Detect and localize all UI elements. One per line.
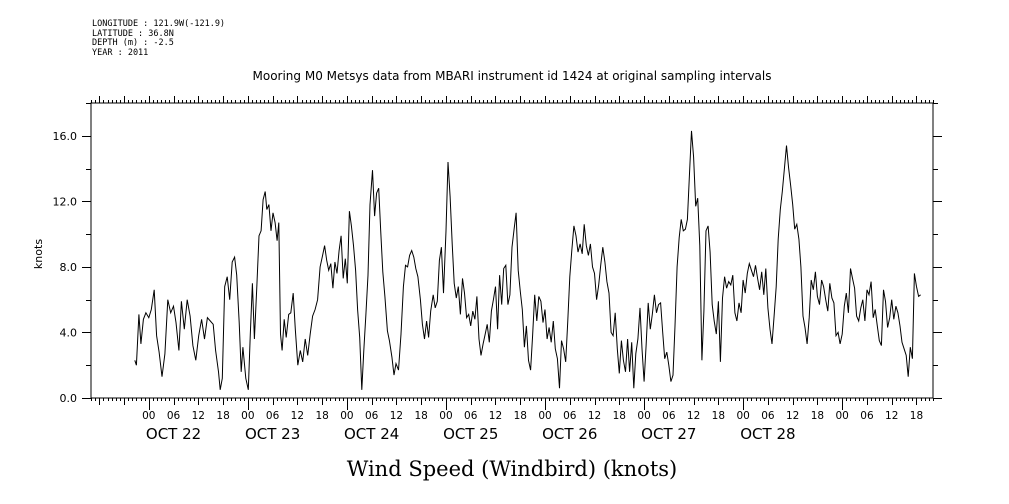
x-tick-label: 18 bbox=[514, 410, 527, 422]
x-tick-label: 18 bbox=[415, 410, 428, 422]
x-tick-label: 06 bbox=[662, 410, 676, 422]
x-tick-label: 00 bbox=[340, 410, 353, 422]
x-tick-label: 18 bbox=[910, 410, 923, 422]
x-tick-label: 06 bbox=[167, 410, 181, 422]
y-axis-label: knots bbox=[32, 239, 45, 269]
x-tick-label: 12 bbox=[786, 410, 799, 422]
day-label: OCT 22 bbox=[146, 425, 201, 443]
x-tick-label: 18 bbox=[811, 410, 824, 422]
longitude-text: LONGITUDE : 121.9W(-121.9) bbox=[92, 19, 226, 29]
station-metadata: LONGITUDE : 121.9W(-121.9) LATITUDE : 36… bbox=[92, 19, 226, 58]
x-tick-label: 12 bbox=[390, 410, 403, 422]
x-tick-label: 06 bbox=[365, 410, 379, 422]
x-tick-label: 18 bbox=[712, 410, 725, 422]
wind-speed-line bbox=[134, 130, 921, 390]
x-tick-label: 06 bbox=[860, 410, 874, 422]
x-tick-label: 12 bbox=[192, 410, 205, 422]
x-tick-label: 06 bbox=[266, 410, 280, 422]
x-tick-label: 18 bbox=[613, 410, 626, 422]
x-tick-label: 06 bbox=[464, 410, 478, 422]
y-tick-label: 16.0 bbox=[53, 130, 78, 143]
day-label: OCT 23 bbox=[245, 425, 300, 443]
day-label: OCT 25 bbox=[443, 425, 498, 443]
day-label: OCT 28 bbox=[740, 425, 795, 443]
x-tick-label: 12 bbox=[885, 410, 898, 422]
y-tick-label: 12.0 bbox=[53, 195, 78, 208]
x-tick-labels: 00 06 12 18 00 06 12 18 00 06 12 18 00 06 12 18 00 06 12 18… bbox=[142, 410, 923, 422]
depth-text: DEPTH (m) : -2.5 bbox=[92, 38, 174, 48]
x-tick-label: 06 bbox=[563, 410, 577, 422]
x-tick-label: 00 bbox=[142, 410, 155, 422]
x-tick-label: 06 bbox=[761, 410, 775, 422]
x-tick-label: 00 bbox=[736, 410, 749, 422]
x-tick-label: 00 bbox=[836, 410, 849, 422]
latitude-text: LATITUDE : 36.8N bbox=[92, 28, 174, 39]
y-tick-label: 8.0 bbox=[60, 261, 78, 274]
chart-title: Mooring M0 Metsys data from MBARI instru… bbox=[253, 69, 772, 83]
day-label: OCT 27 bbox=[641, 425, 696, 443]
y-tick-label: 0.0 bbox=[60, 392, 78, 405]
x-tick-label: 00 bbox=[241, 410, 254, 422]
x-tick-label: 12 bbox=[489, 410, 502, 422]
x-tick-label: 12 bbox=[291, 410, 304, 422]
day-label: OCT 24 bbox=[344, 425, 399, 443]
x-tick-label: 12 bbox=[687, 410, 700, 422]
axis-ticks bbox=[82, 96, 942, 410]
y-tick-labels: 0.0 4.0 8.0 12.0 16.0 bbox=[53, 130, 78, 405]
x-tick-label: 00 bbox=[538, 410, 551, 422]
x-tick-label: 00 bbox=[439, 410, 452, 422]
x-tick-label: 18 bbox=[216, 410, 229, 422]
y-tick-label: 4.0 bbox=[60, 326, 78, 339]
x-tick-label: 00 bbox=[637, 410, 650, 422]
day-labels: OCT 22 OCT 23 OCT 24 OCT 25 OCT 26 OCT 27 OCT … bbox=[146, 425, 796, 443]
x-tick-label: 12 bbox=[588, 410, 601, 422]
year-text: YEAR : 2011 bbox=[92, 47, 149, 58]
x-tick-label: 18 bbox=[315, 410, 328, 422]
day-label: OCT 26 bbox=[542, 425, 597, 443]
x-axis-label: Wind Speed (Windbird) (knots) bbox=[347, 457, 677, 481]
